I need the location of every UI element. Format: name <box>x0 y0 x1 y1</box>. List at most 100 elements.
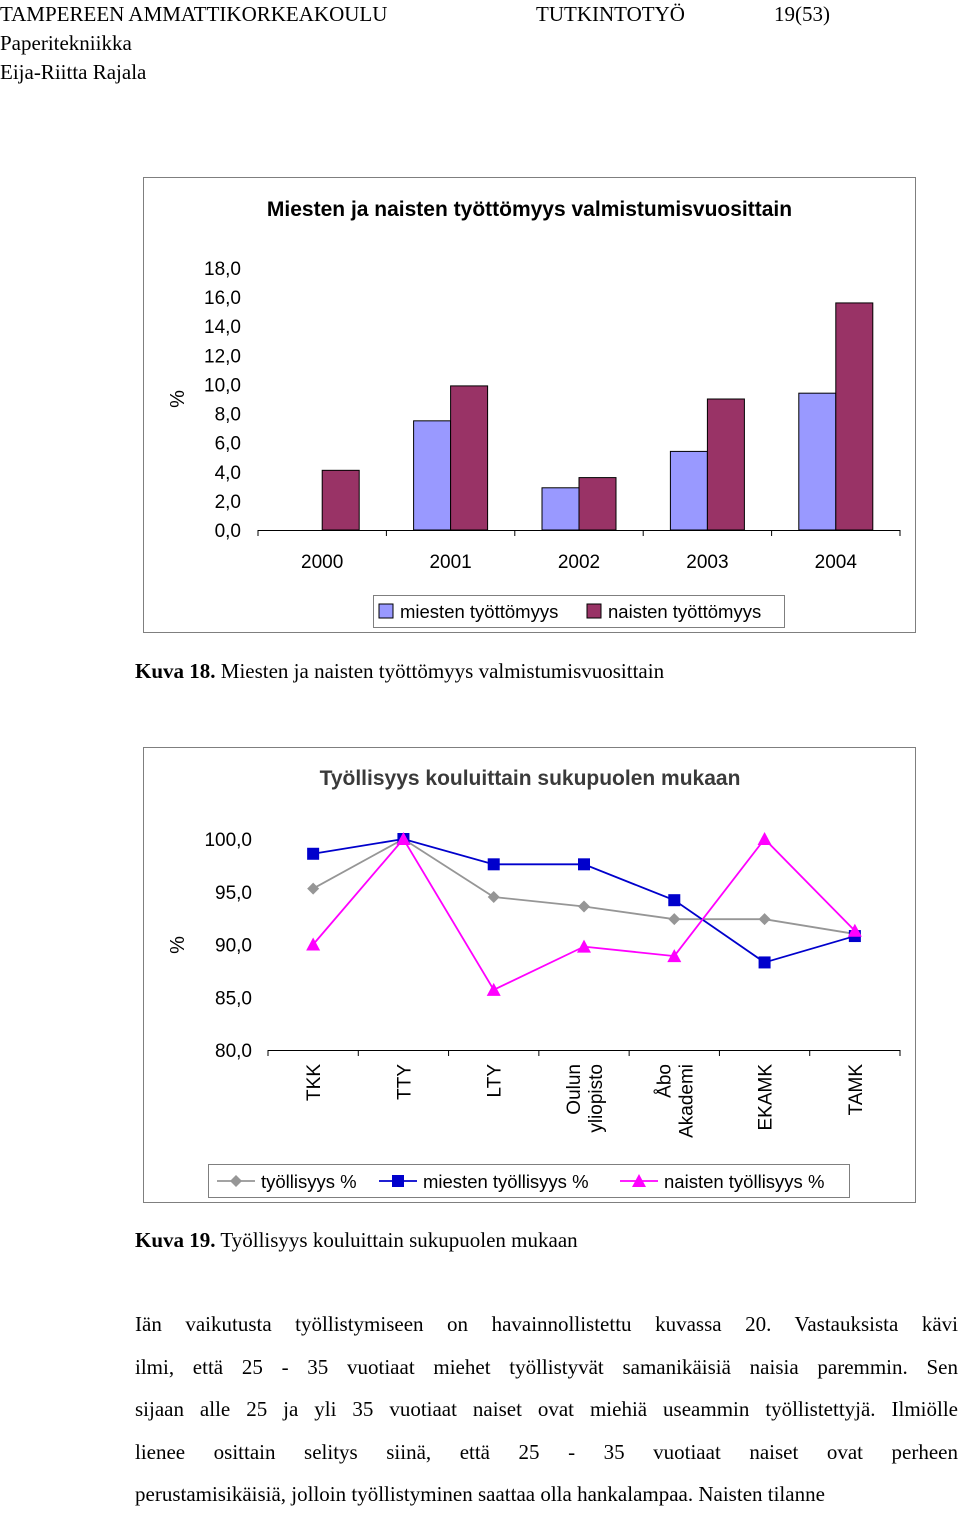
bar <box>541 487 580 531</box>
y-tick-label: 12,0 <box>204 346 241 367</box>
data-point <box>306 937 321 951</box>
y-tick-label: 4,0 <box>215 463 241 484</box>
y-tick-label: 10,0 <box>204 375 241 396</box>
x-tick-label-line: Oulun <box>564 1064 585 1115</box>
x-tick-label: TKK <box>304 1064 325 1101</box>
bar <box>321 469 360 531</box>
x-tick-label-line: Åbo <box>654 1064 675 1098</box>
x-tick-label-line: TKK <box>304 1064 325 1101</box>
data-point <box>487 858 500 871</box>
x-tick-label: Oulunyliopisto <box>564 1064 607 1133</box>
y-tick-label: 80,0 <box>215 1041 252 1062</box>
data-point <box>307 882 320 895</box>
legend-label: naisten työttömyys <box>608 601 761 622</box>
x-tick-label-line: EKAMK <box>756 1064 777 1131</box>
figure-19-label: Kuva 19. <box>135 1228 216 1252</box>
x-tick-label: TTY <box>394 1064 415 1100</box>
institution-name: TAMPEREEN AMMATTIKORKEAKOULU <box>0 2 388 26</box>
y-axis-label: % <box>167 390 189 408</box>
paragraph-line: ilmi, että 25 - 35 vuotiaat miehet työll… <box>135 1354 958 1379</box>
page-number: 19(53) <box>774 2 830 26</box>
paragraph-line: lienee osittain selitys siinä, että 25 -… <box>135 1439 958 1464</box>
figure-19-text: Työllisyys kouluittain sukupuolen mukaan <box>220 1228 578 1252</box>
unemployment-chart-svg: Miesten ja naisten työttömyys valmistumi… <box>167 198 901 628</box>
data-point <box>486 982 501 996</box>
x-tick-label-line: LTY <box>485 1064 506 1098</box>
data-point <box>307 847 320 860</box>
figure-19-caption: Kuva 19. Työllisyys kouluittain sukupuol… <box>135 1228 578 1253</box>
data-point <box>758 956 771 969</box>
x-tick-label: 2004 <box>815 552 858 573</box>
x-tick-label-line: TTY <box>394 1064 415 1100</box>
document-type: TUTKINTOTYÖ <box>536 2 685 26</box>
employment-chart-svg: Työllisyys kouluittain sukupuolen mukaan… <box>167 767 901 1198</box>
data-point <box>632 1174 646 1187</box>
legend-label: naisten työllisyys % <box>664 1171 824 1192</box>
series-diamond <box>307 833 861 940</box>
chart-legend: miesten työttömyys naisten työttömyys <box>373 595 785 628</box>
bar <box>798 392 837 531</box>
data-point <box>230 1175 242 1187</box>
body-paragraph: Iän vaikutusta työllistymiseen on havain… <box>135 1303 958 1516</box>
chart-title: Miesten ja naisten työttömyys valmistumi… <box>267 198 792 221</box>
legend-label: työllisyys % <box>261 1171 357 1192</box>
data-point <box>392 1175 404 1187</box>
bar <box>669 450 708 531</box>
legend-label: miesten työllisyys % <box>423 1171 589 1192</box>
series-line <box>312 837 856 935</box>
x-tick-label: 2003 <box>686 552 728 573</box>
paragraph-line: perustamisikäisiä, jolloin työllistymine… <box>135 1482 825 1506</box>
chart-title: Työllisyys kouluittain sukupuolen mukaan <box>320 767 741 790</box>
y-tick-label: 0,0 <box>215 521 241 542</box>
bar <box>413 420 452 531</box>
y-tick-label: 16,0 <box>204 288 241 309</box>
bar <box>835 302 874 531</box>
employment-chart: Työllisyys kouluittain sukupuolen mukaan… <box>143 747 916 1203</box>
data-point <box>847 923 862 937</box>
x-tick-label-line: yliopisto <box>586 1064 607 1133</box>
x-tick-label: 2000 <box>301 552 343 573</box>
y-axis-label: % <box>167 936 189 954</box>
x-tick-label: 2001 <box>429 552 471 573</box>
figure-18-caption: Kuva 18. Miesten ja naisten työttömyys v… <box>135 659 664 684</box>
x-tick-label: ÅboAkademi <box>654 1064 697 1138</box>
legend-swatch <box>586 603 602 619</box>
x-tick-label-line: Akademi <box>676 1064 697 1138</box>
y-tick-label: 6,0 <box>215 434 241 455</box>
department-name: Paperitekniikka <box>0 31 132 55</box>
legend-swatch <box>378 603 394 619</box>
data-point <box>396 832 411 845</box>
unemployment-chart: Miesten ja naisten työttömyys valmistumi… <box>143 177 916 633</box>
y-tick-label: 2,0 <box>215 492 241 513</box>
y-tick-label: 85,0 <box>215 988 252 1009</box>
y-tick-label: 14,0 <box>204 317 241 338</box>
x-tick-label: LTY <box>485 1064 506 1098</box>
author-name: Eija-Riitta Rajala <box>0 60 147 84</box>
figure-18-text: Miesten ja naisten työttömyys valmistumi… <box>220 659 665 683</box>
y-tick-label: 8,0 <box>215 405 241 426</box>
x-tick-label-line: TAMK <box>846 1064 867 1116</box>
page-header: TAMPEREEN AMMATTIKORKEAKOULU TUTKINTOTYÖ… <box>0 0 960 84</box>
bar <box>706 398 745 531</box>
chart-legend: työllisyys % miesten työllisyys % naisten … <box>208 1164 850 1198</box>
data-point <box>667 949 682 963</box>
x-tick-label: EKAMK <box>756 1064 777 1131</box>
x-tick-label: TAMK <box>846 1064 867 1116</box>
series-triangle <box>306 832 862 996</box>
legend-box <box>208 1164 850 1198</box>
paragraph-line: Iän vaikutusta työllistymiseen on havain… <box>135 1312 958 1336</box>
y-tick-label: 95,0 <box>215 883 252 904</box>
data-point <box>577 939 591 953</box>
data-point <box>668 894 681 907</box>
legend-label: miesten työttömyys <box>400 601 558 622</box>
figure-18-label: Kuva 18. <box>135 659 216 683</box>
bar <box>578 477 617 531</box>
y-tick-label: 100,0 <box>204 830 252 851</box>
data-point <box>757 832 772 845</box>
data-point <box>758 913 771 926</box>
legend-box <box>373 595 785 628</box>
data-point <box>487 891 500 904</box>
data-point <box>578 858 590 871</box>
y-tick-label: 90,0 <box>215 936 252 957</box>
x-tick-label: 2002 <box>558 552 600 573</box>
